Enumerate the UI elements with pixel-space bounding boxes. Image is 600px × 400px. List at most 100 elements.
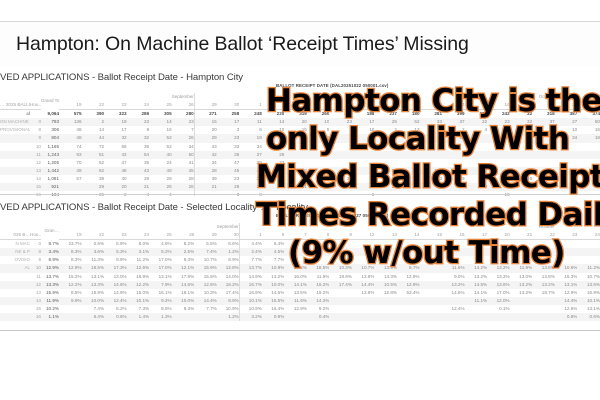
day-column-header[interactable]: 30 bbox=[216, 101, 240, 111]
table-cell: 14.4% bbox=[194, 296, 217, 305]
day-column-header[interactable]: 3 bbox=[284, 101, 307, 111]
table-cell bbox=[442, 313, 465, 322]
day-column-header[interactable]: 19 bbox=[59, 101, 82, 111]
table-cell bbox=[171, 313, 195, 322]
table-cell: 16.0% bbox=[293, 273, 307, 279]
table-cell bbox=[396, 150, 420, 159]
day-column-header[interactable]: 9 bbox=[329, 231, 352, 241]
table-cell: 16.9% bbox=[586, 289, 600, 295]
table-row[interactable]: 11 1,243 93 51 42 54 40 50 42 36 37 29 bbox=[0, 150, 600, 159]
day-column-header[interactable]: 1 bbox=[239, 101, 262, 111]
table-cell bbox=[419, 134, 443, 143]
table-row[interactable]: 15 921 29 20 21 26 26 21 28 27 36 41 24 21 17 22 43 35 19 5… bbox=[0, 183, 600, 192]
day-column-header[interactable]: 23 bbox=[104, 231, 127, 241]
table-row[interactable]: 13 15.9% 8.5% 15.9% 14.9% 15.0% 16.1% 16.1% 10.3… bbox=[0, 288, 600, 297]
day-column-header[interactable]: 14 bbox=[442, 101, 465, 111]
table-cell: 39 bbox=[193, 174, 217, 184]
table-row[interactable]: ON MACHINE & 0 793 136 2 19 23 14 23 15 17 11 14 20 10… bbox=[0, 118, 600, 127]
day-column-header[interactable]: 22 bbox=[577, 101, 600, 111]
day-column-header[interactable]: 16 bbox=[442, 231, 465, 241]
day-column-header[interactable]: 24 bbox=[126, 231, 150, 241]
table-cell: 8.5% bbox=[71, 289, 82, 295]
table-cell bbox=[351, 248, 375, 257]
day-column-header[interactable]: 24 bbox=[577, 231, 600, 241]
day-column-header[interactable]: 15 bbox=[464, 101, 488, 111]
hour-header[interactable]: Hou… bbox=[30, 231, 41, 241]
row-hour: 13 bbox=[35, 289, 41, 295]
day-column-header[interactable]: 15 bbox=[419, 231, 443, 241]
table-row[interactable]: AL 10 12.9% 12.9% 18.5% 17.3% 12.6% 17.0% 12.1% 1… bbox=[0, 264, 600, 273]
day-column-header[interactable]: 14 bbox=[396, 231, 420, 241]
table-cell bbox=[577, 150, 600, 159]
day-column-header[interactable]: 6 bbox=[261, 231, 285, 241]
day-column-header[interactable]: 7 bbox=[284, 231, 307, 241]
table-row[interactable]: 10 1,165 74 72 56 36 52 34 43 33 34 24 bbox=[0, 142, 600, 151]
table-cell: 13.2% bbox=[487, 264, 510, 273]
day-column-header[interactable]: 25 bbox=[149, 231, 172, 241]
table-row[interactable]: 9 804 48 44 32 32 52 26 29 23 19 17 25 12 17 46 18 46 19 34… bbox=[0, 134, 600, 143]
table-row[interactable]: 12 13.3% 12.2% 13.3% 14.6% 12.2% 7.9% 14.6% 12.5… bbox=[0, 280, 600, 289]
table-cell: 10.5% bbox=[374, 280, 397, 289]
dimension-header[interactable]: … 2025 BALLOT … bbox=[0, 101, 30, 111]
table-row[interactable]: OVISIO 9 8.9% 8.3% 11.3% 9.9% 11.2% 17.0% 9.3% 10… bbox=[0, 256, 600, 265]
day-column-header[interactable]: 19 bbox=[59, 231, 82, 241]
table-cell: 26 bbox=[171, 134, 195, 143]
day-column-header[interactable]: 29 bbox=[193, 101, 217, 111]
day-column-header[interactable]: 29 bbox=[194, 231, 217, 241]
day-column-header[interactable]: 17 bbox=[509, 101, 533, 111]
day-column-header[interactable]: 22 bbox=[81, 101, 105, 111]
day-column-header[interactable]: 26 bbox=[171, 231, 195, 241]
table-cell: 50 bbox=[171, 150, 195, 159]
day-column-header[interactable]: 30 bbox=[216, 231, 240, 241]
day-column-header[interactable]: 17 bbox=[464, 231, 488, 241]
day-column-header[interactable]: 23 bbox=[104, 101, 127, 111]
day-column-header[interactable]: 2 bbox=[261, 101, 285, 111]
day-column-header[interactable]: 7 bbox=[329, 101, 352, 111]
day-column-header[interactable]: 21 bbox=[554, 101, 578, 111]
table-row[interactable]: 16 1.1% 6.4% 0.6% 1.4% 1.3% 1.2% 3.2% 0.9% 0.4% 0.… bbox=[0, 313, 600, 322]
table-row[interactable]: 11 13.7% 16.2% 13.1% 13.0% 18.9% 13.1% 17.9% 15.… bbox=[0, 272, 600, 281]
table-row[interactable]: PROVISIONAL 8 306 48 14 17 9 16 7 20 3 6 10 15 5 9 10 2 13… bbox=[0, 126, 600, 135]
day-column-header[interactable]: 13 bbox=[419, 101, 443, 111]
table-cell: 7.7% bbox=[273, 257, 285, 263]
day-column-header[interactable]: 20 bbox=[487, 231, 510, 241]
table-cell bbox=[510, 159, 533, 167]
table-cell: 17 bbox=[351, 118, 375, 127]
table-cell: 14.2% bbox=[306, 296, 330, 305]
day-column-header[interactable]: 26 bbox=[171, 101, 195, 111]
table-cell: 13.1% bbox=[158, 273, 172, 279]
table-cell bbox=[442, 150, 465, 159]
day-column-header[interactable]: 1 bbox=[238, 231, 262, 241]
day-column-header[interactable]: 13 bbox=[374, 231, 397, 241]
table-row[interactable]: 12 1,205 70 52 47 35 24 41 34 47 39 22 bbox=[0, 158, 600, 167]
table-row[interactable]: 15 10.2% 7.4% 6.2% 7.3% 8.5% 9.3% 7.7% 10.9% 10.9… bbox=[0, 304, 600, 314]
day-column-header[interactable]: 22 bbox=[532, 231, 555, 241]
day-column-header[interactable]: 22 bbox=[81, 231, 105, 241]
hour-header[interactable]: Hou… bbox=[30, 101, 41, 111]
table-row[interactable]: 14 11.9% 9.9% 10.0% 12.4% 10.1% 9.2% 10.0% 14.4%… bbox=[0, 296, 600, 305]
table-row[interactable]: 14 1,081 57 39 40 29 28 28 39 23 25 34 37 37 35 28 26 42 6… bbox=[0, 174, 600, 184]
table-cell bbox=[306, 150, 330, 159]
day-column-header[interactable]: 6 bbox=[306, 101, 330, 111]
day-column-header[interactable]: 12 bbox=[351, 231, 375, 241]
day-column-header[interactable]: 21 bbox=[509, 231, 533, 241]
day-column-header[interactable]: 25 bbox=[149, 101, 172, 111]
table-row[interactable]: N MAC 0 8.7% 23.7% 0.5% 5.9% 8.0% 4.6% 8.2% 5.5% 6… bbox=[0, 239, 600, 249]
day-column-header[interactable]: 8 bbox=[351, 101, 375, 111]
table-cell: 25 bbox=[284, 134, 307, 143]
day-column-header[interactable]: 20 bbox=[532, 101, 555, 111]
table-row[interactable]: NE & P 8 3.4% 8.3% 3.6% 5.3% 3.1% 5.2% 2.5% 7.4% 1… bbox=[0, 248, 600, 257]
day-column-header[interactable]: 23 bbox=[554, 231, 578, 241]
table-row[interactable]: 13 1,442 49 62 48 43 49 45 28 45 42 32 43 50 45 5 38 53 15… bbox=[0, 166, 600, 175]
dimension-header[interactable]: 025 B… bbox=[0, 231, 30, 241]
day-column-header[interactable]: 24 bbox=[126, 101, 150, 111]
day-column-header[interactable]: 8 bbox=[306, 231, 330, 241]
row-label bbox=[0, 183, 30, 192]
day-column-header[interactable]: 9 bbox=[374, 101, 397, 111]
day-column-header[interactable]: 16 bbox=[487, 101, 510, 111]
day-column-header[interactable]: 10 bbox=[396, 101, 420, 111]
table-row[interactable]: al 9,064 575 390 323 286 305 280 271 258 248 220 319… bbox=[0, 109, 600, 119]
